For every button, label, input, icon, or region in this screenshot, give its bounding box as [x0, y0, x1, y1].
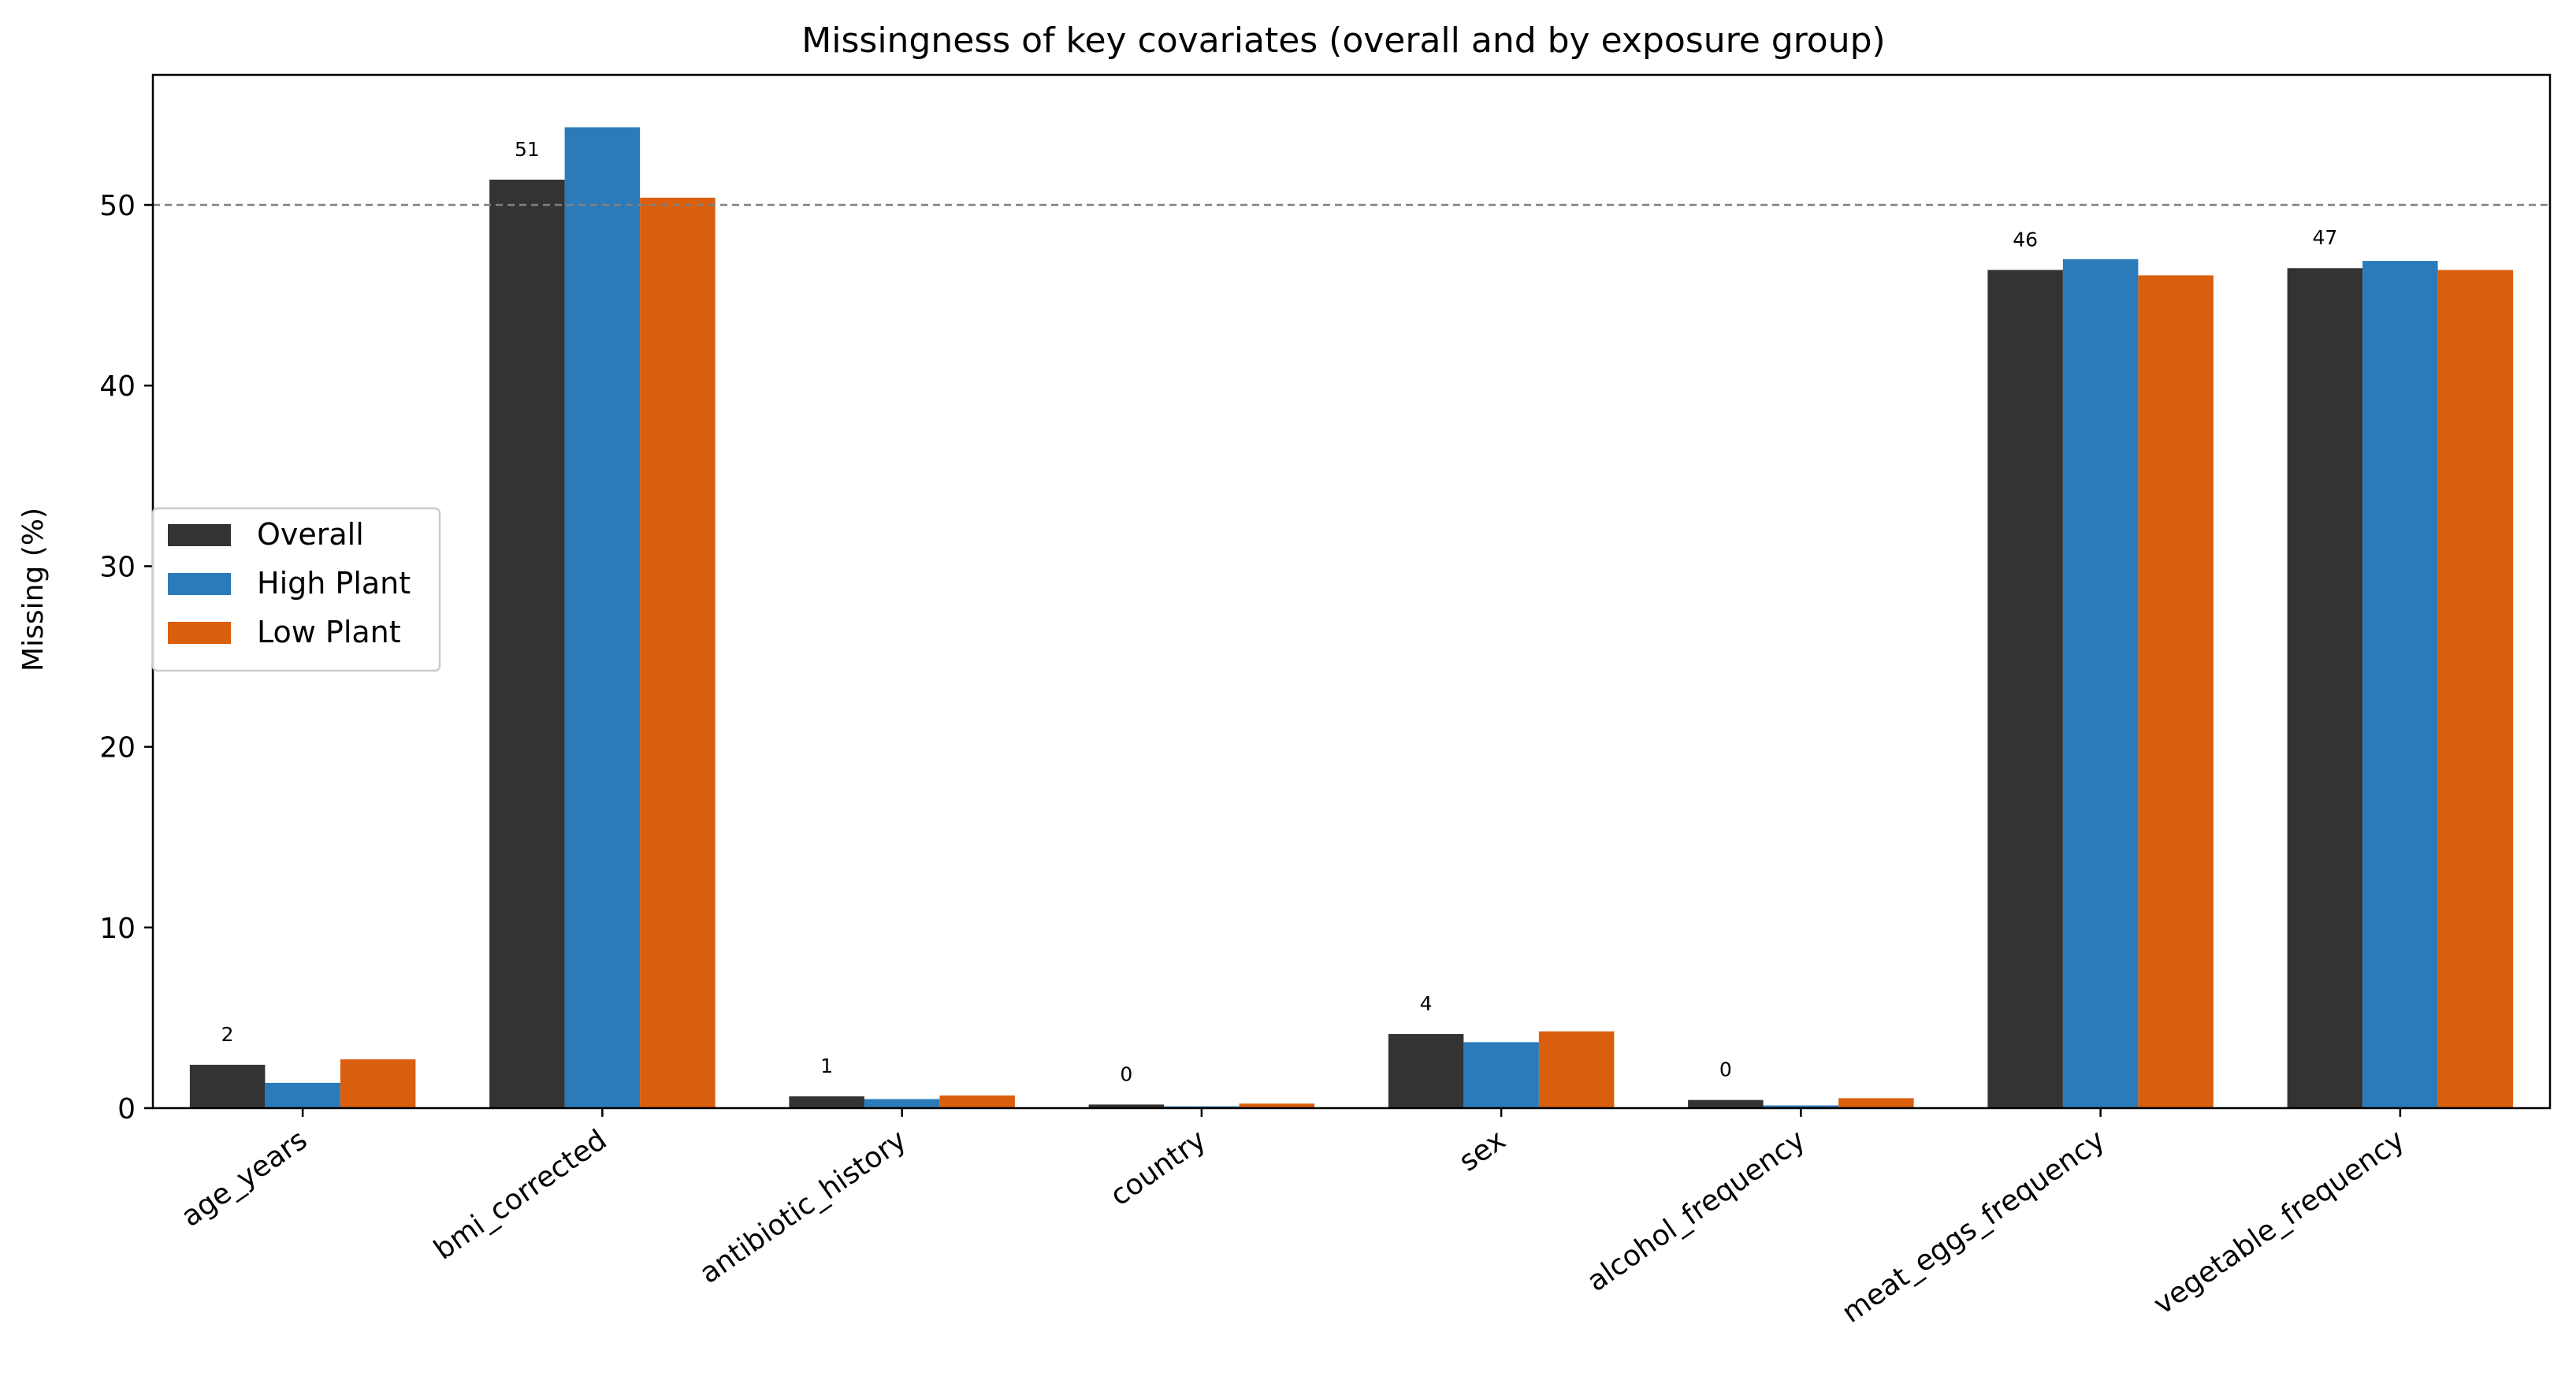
- data-label-vegetable-frequency: 47: [2312, 226, 2337, 249]
- y-tick-label: 0: [117, 1093, 136, 1125]
- bar-low-plant-meat-eggs-frequency: [2138, 275, 2214, 1108]
- bar-low-plant-alcohol-frequency: [1838, 1098, 1914, 1108]
- bar-low-plant-country: [1239, 1103, 1315, 1108]
- chart-title: Missingness of key covariates (overall a…: [801, 20, 1885, 61]
- legend-swatch-overall: [168, 524, 231, 546]
- data-label-alcohol-frequency: 0: [1719, 1058, 1732, 1081]
- data-labels-layer: 2 51 1 0 4 0 46 47: [221, 138, 2338, 1085]
- bar-overall-sex: [1388, 1034, 1464, 1108]
- bar-high-plant-vegetable-frequency: [2362, 261, 2438, 1108]
- data-label-antibiotic-history: 1: [820, 1055, 833, 1077]
- bar-overall-meat-eggs-frequency: [1987, 270, 2063, 1108]
- data-label-meat-eggs-frequency: 46: [2013, 229, 2038, 251]
- legend-label-low-plant: Low Plant: [257, 615, 401, 649]
- data-label-country: 0: [1120, 1062, 1132, 1085]
- bar-high-plant-antibiotic-history: [864, 1099, 940, 1108]
- bar-low-plant-bmi-corrected: [640, 197, 716, 1109]
- y-tick-label: 20: [99, 732, 136, 764]
- bar-low-plant-age-years: [340, 1059, 416, 1108]
- legend-label-high-plant: High Plant: [257, 566, 411, 601]
- bars-layer: [189, 127, 2514, 1109]
- bar-low-plant-sex: [1538, 1031, 1615, 1108]
- legend: Overall High Plant Low Plant: [151, 507, 441, 672]
- bar-overall-country: [1088, 1104, 1165, 1108]
- y-tick-label: 10: [99, 913, 136, 945]
- bar-high-plant-bmi-corrected: [564, 127, 641, 1109]
- bar-overall-alcohol-frequency: [1688, 1099, 1764, 1108]
- legend-swatch-low-plant: [168, 622, 231, 644]
- y-tick-label: 40: [99, 370, 136, 403]
- data-label-age-years: 2: [221, 1023, 234, 1046]
- data-label-sex: 4: [1420, 992, 1433, 1015]
- bar-low-plant-vegetable-frequency: [2437, 270, 2514, 1108]
- y-axis-label: Missing (%): [17, 508, 50, 671]
- legend-swatch-high-plant: [168, 573, 231, 595]
- legend-label-overall: Overall: [257, 517, 364, 552]
- bar-overall-antibiotic-history: [789, 1096, 864, 1108]
- y-axis: 0 10 20 30 40 50: [99, 190, 153, 1125]
- bar-high-plant-sex: [1463, 1042, 1539, 1108]
- bar-low-plant-antibiotic-history: [939, 1095, 1015, 1108]
- y-tick-label: 30: [99, 551, 136, 583]
- bar-overall-vegetable-frequency: [2287, 268, 2363, 1108]
- bar-high-plant-age-years: [265, 1082, 340, 1108]
- bar-high-plant-alcohol-frequency: [1763, 1105, 1839, 1108]
- bar-overall-bmi-corrected: [489, 179, 565, 1109]
- bar-overall-age-years: [189, 1064, 266, 1108]
- bar-high-plant-meat-eggs-frequency: [2062, 259, 2139, 1108]
- y-tick-label: 50: [99, 190, 136, 222]
- data-label-bmi-corrected: 51: [515, 138, 540, 161]
